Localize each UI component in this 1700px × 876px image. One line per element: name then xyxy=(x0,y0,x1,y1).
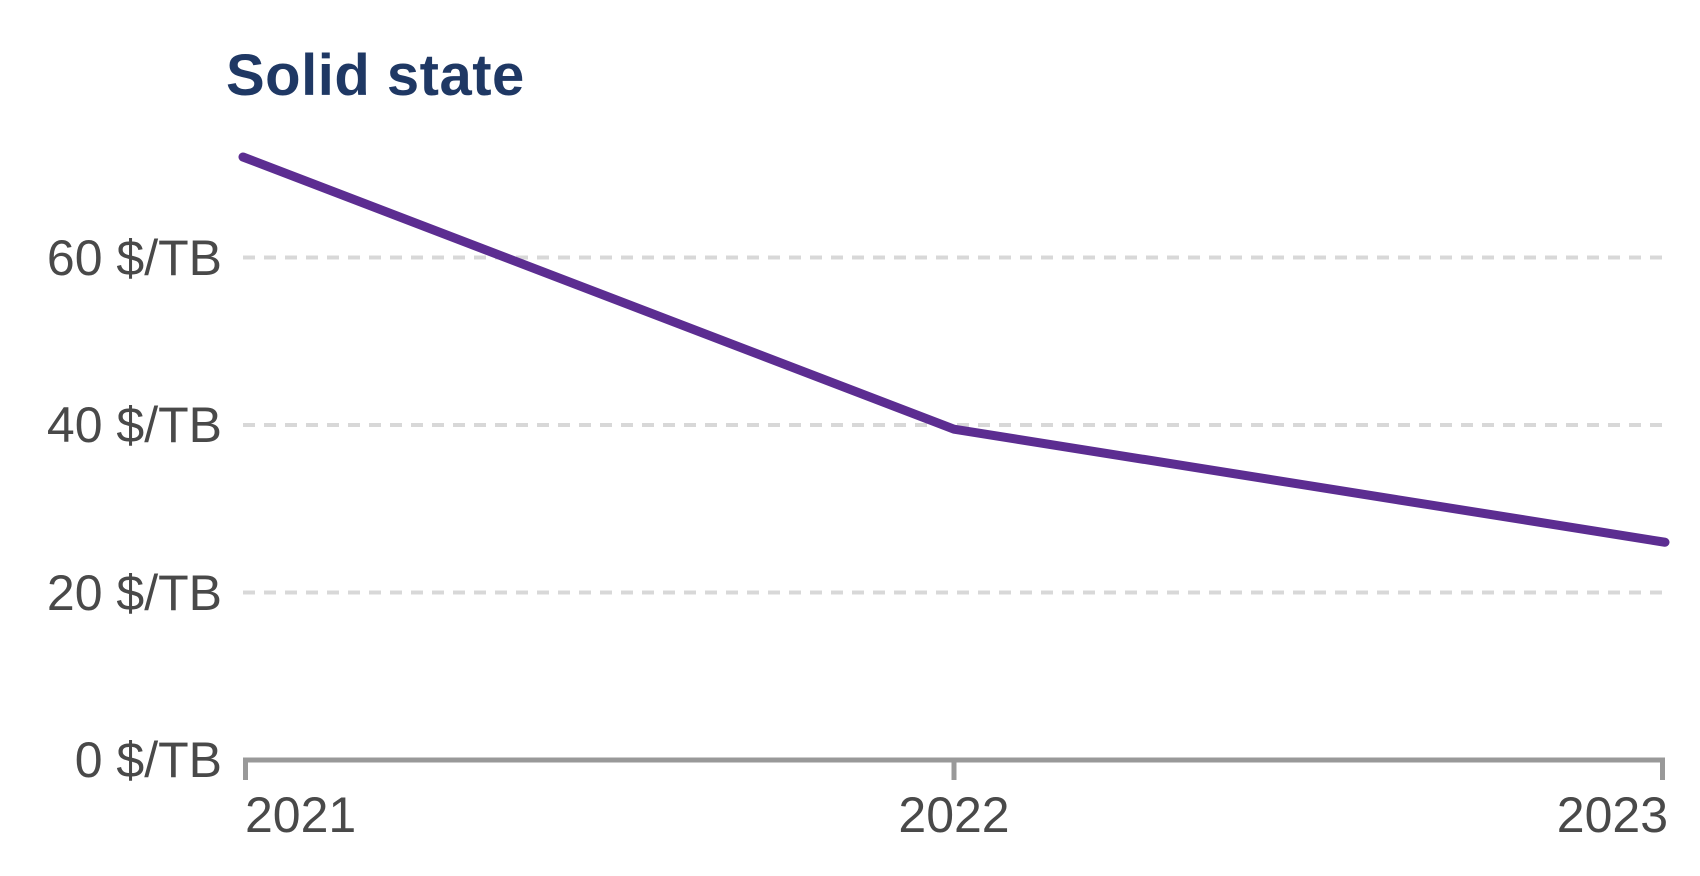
series-line-solid-state xyxy=(238,152,1670,547)
x-axis-label-2023: 2023 xyxy=(1556,787,1668,843)
y-axis-label-0: 0 $/TB xyxy=(74,732,222,788)
x-axis-label-2022: 2022 xyxy=(898,787,1010,843)
chart-title: Solid state xyxy=(226,43,525,108)
x-axis-label-2021: 2021 xyxy=(245,787,357,843)
y-axis-label-40: 40 $/TB xyxy=(46,397,222,453)
y-axis-label-20: 20 $/TB xyxy=(46,564,222,621)
y-axis-label-60: 60 $/TB xyxy=(46,229,222,286)
